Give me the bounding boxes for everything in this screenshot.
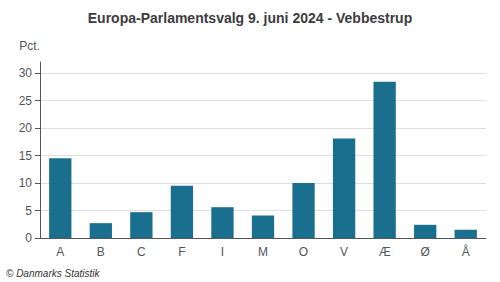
- svg-text:© Danmarks Statistik: © Danmarks Statistik: [6, 268, 101, 279]
- svg-text:V: V: [340, 245, 348, 259]
- svg-text:M: M: [258, 245, 268, 259]
- svg-text:0: 0: [25, 231, 32, 245]
- svg-text:15: 15: [19, 149, 33, 163]
- svg-text:20: 20: [19, 121, 33, 135]
- svg-text:A: A: [56, 245, 64, 259]
- svg-text:Europa-Parlamentsvalg 9. juni: Europa-Parlamentsvalg 9. juni 2024 - Veb…: [88, 10, 412, 26]
- svg-text:10: 10: [19, 176, 33, 190]
- svg-text:O: O: [299, 245, 308, 259]
- svg-text:Å: Å: [462, 244, 470, 259]
- svg-text:Ø: Ø: [421, 245, 430, 259]
- svg-text:Æ: Æ: [379, 245, 391, 259]
- svg-text:C: C: [137, 245, 146, 259]
- svg-text:30: 30: [19, 66, 33, 80]
- svg-text:B: B: [97, 245, 105, 259]
- svg-text:5: 5: [25, 204, 32, 218]
- svg-text:I: I: [221, 245, 224, 259]
- svg-text:Pct.: Pct.: [19, 39, 40, 53]
- svg-text:25: 25: [19, 94, 33, 108]
- svg-text:F: F: [178, 245, 185, 259]
